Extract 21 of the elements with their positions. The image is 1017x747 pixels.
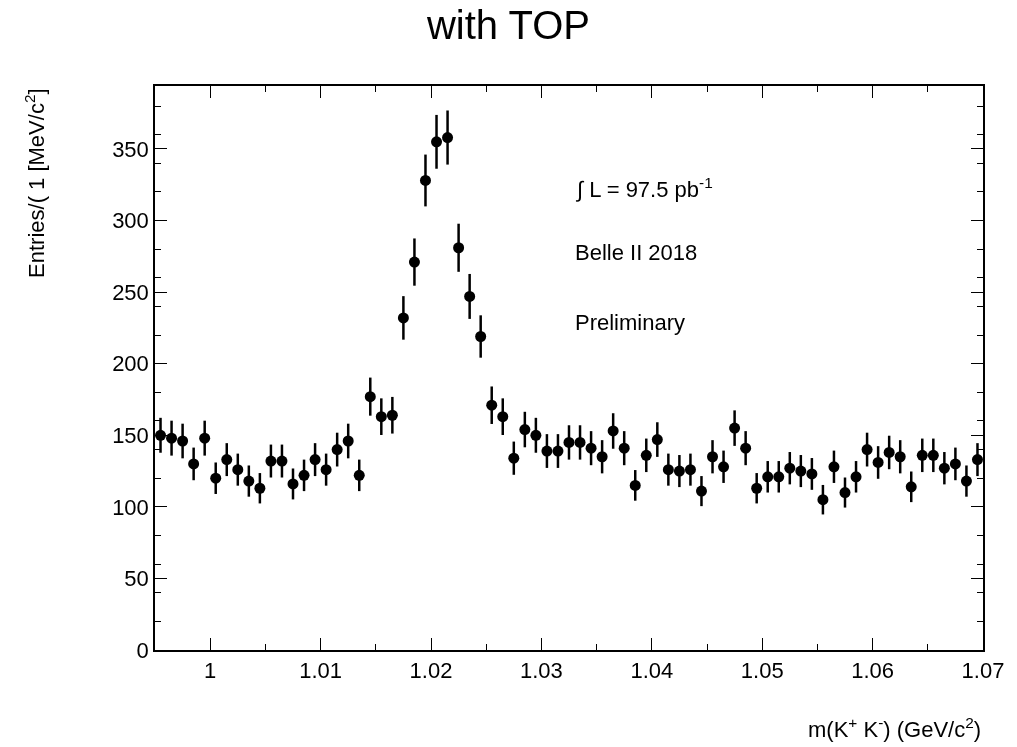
y-tick-label: 200 — [112, 351, 149, 377]
x-tick-label: 1.01 — [299, 658, 343, 684]
x-axis-title: m(K$^{+}$ K$^{-}$) (GeV/c$^{2}$) — [808, 714, 982, 743]
x-tick-label: 1.06 — [851, 658, 895, 684]
annotation: ∫ L = 97.5 pb$^{-1}$ — [575, 174, 713, 203]
x-tick-label: 1.03 — [519, 658, 563, 684]
x-tick-label: 1.07 — [961, 658, 1005, 684]
annotation: Belle II 2018 — [575, 240, 698, 265]
y-tick-label: 300 — [112, 208, 149, 234]
x-tick-label: 1.05 — [740, 658, 784, 684]
x-tick-label: 1.02 — [409, 658, 453, 684]
annotation: Preliminary — [575, 310, 686, 335]
chart-title: with TOP — [425, 3, 591, 48]
y-tick-label: 50 — [124, 566, 149, 592]
y-tick-label: 0 — [136, 637, 149, 663]
y-tick-label: 350 — [112, 136, 149, 162]
y-tick-label: 100 — [112, 494, 149, 520]
x-tick-label: 1 — [204, 658, 217, 684]
x-tick-label: 1.04 — [630, 658, 674, 684]
y-tick-label: 250 — [112, 279, 149, 305]
y-tick-label: 150 — [112, 422, 149, 448]
